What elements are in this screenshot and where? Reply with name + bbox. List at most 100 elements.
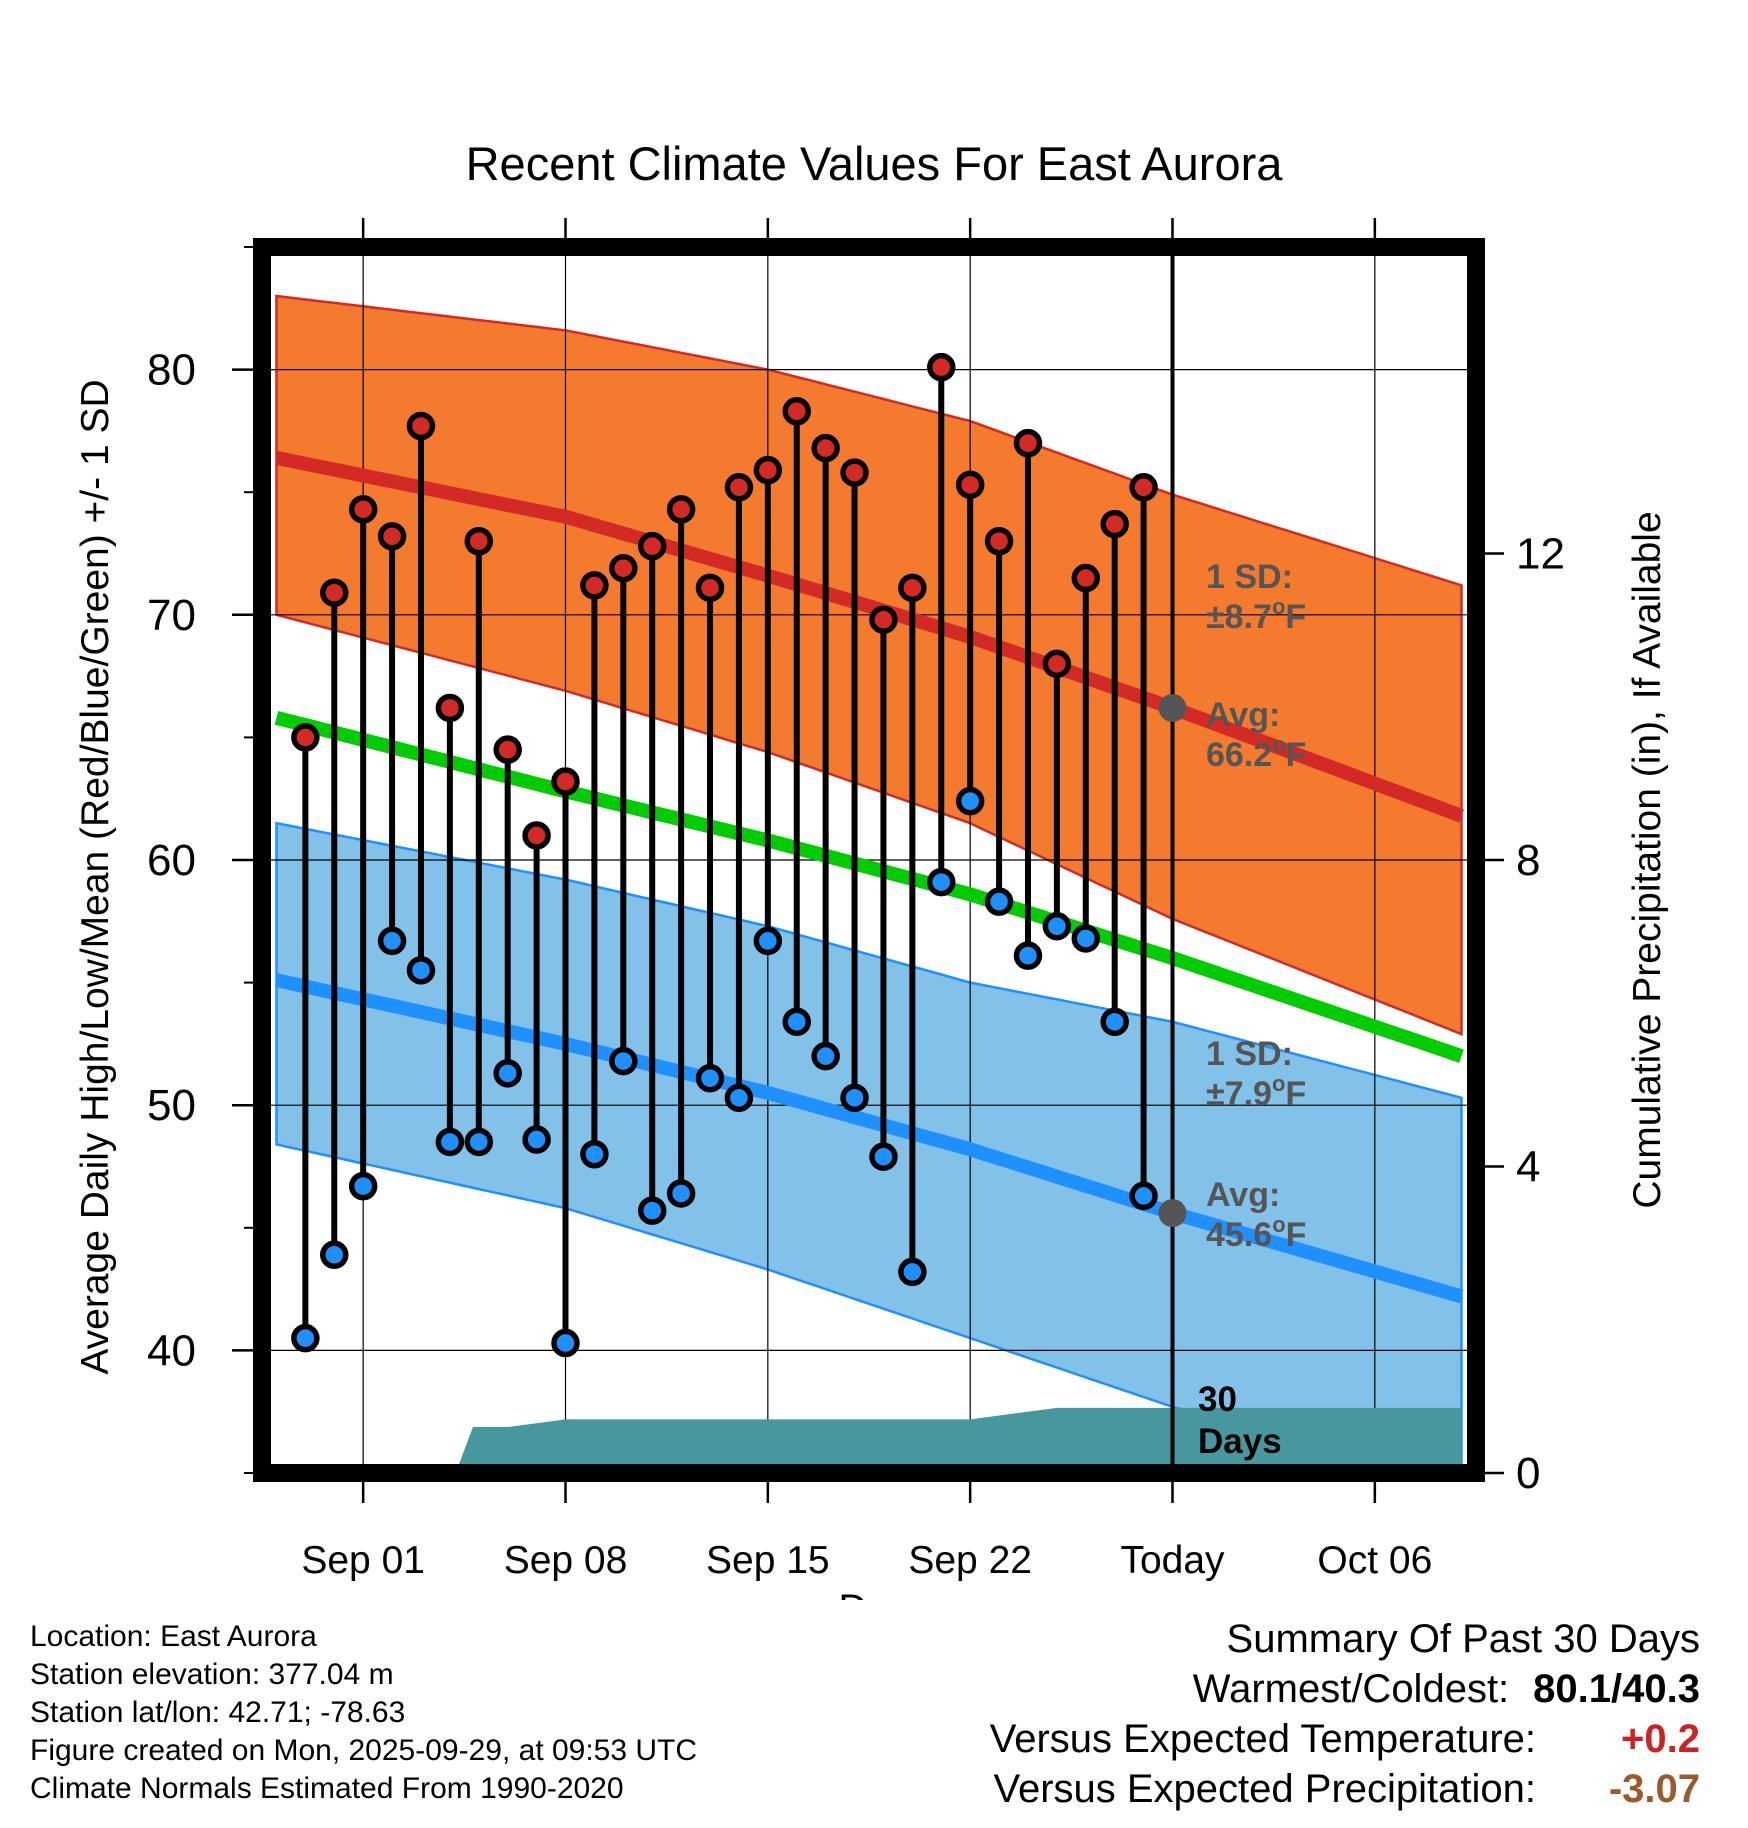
- observed-high-point: [464, 526, 494, 556]
- summary-row-temperature: Versus Expected Temperature: +0.2: [990, 1714, 1700, 1764]
- location-text: Location: East Aurora: [30, 1620, 317, 1653]
- observed-low-point: [435, 1127, 465, 1157]
- observed-low-point: [811, 1041, 840, 1071]
- high-avg-value: 66.2oF: [1206, 732, 1306, 774]
- observed-high-point: [695, 573, 725, 603]
- high-avg-dot: [1158, 693, 1187, 722]
- y-tick-label: 60: [147, 836, 196, 885]
- observed-low-point: [955, 786, 985, 816]
- summary-panel: Summary Of Past 30 Days Warmest/Coldest:…: [990, 1614, 1700, 1814]
- observed-low-point: [782, 1007, 811, 1037]
- y-tick-label: 50: [147, 1081, 196, 1130]
- temp-departure-label: Versus Expected Temperature:: [989, 1717, 1536, 1761]
- observed-high-point: [1100, 509, 1129, 539]
- precip-departure-value: -3.07: [1608, 1767, 1700, 1811]
- observed-low-point: [753, 926, 783, 956]
- observed-low-point: [666, 1179, 696, 1208]
- high-avg-label: Avg:: [1206, 696, 1280, 734]
- warmest-coldest-value: 80.1/40.3: [1533, 1667, 1700, 1711]
- low-avg-label: Avg:: [1206, 1176, 1280, 1214]
- observed-high-point: [637, 531, 667, 561]
- y2-tick-label: 4: [1516, 1143, 1540, 1192]
- x-tick-label: Sep 22: [908, 1539, 1032, 1582]
- observed-high-point: [609, 553, 638, 583]
- observed-low-point: [348, 1171, 378, 1201]
- window-label-number: 30: [1198, 1380, 1237, 1419]
- high-sd-band: [275, 294, 1463, 1036]
- x-tick-label: Oct 06: [1317, 1539, 1432, 1582]
- observed-low-point: [984, 887, 1014, 916]
- high-normal-line: [275, 451, 1464, 823]
- y-axis-label: Average Daily High/Low/Mean (Red/Blue/Gr…: [74, 379, 117, 1374]
- observed-high-point: [493, 735, 522, 764]
- low-avg-value: 45.6oF: [1206, 1212, 1306, 1254]
- observed-low-point: [1100, 1007, 1129, 1037]
- y-tick-label: 40: [147, 1326, 196, 1375]
- observed-high-point: [955, 470, 985, 500]
- summary-title: Summary Of Past 30 Days: [1226, 1617, 1700, 1661]
- latlon-text: Station lat/lon: 42.71; -78.63: [30, 1696, 406, 1729]
- low-normal-line: [274, 973, 1464, 1304]
- observed-high-point: [435, 693, 465, 723]
- x-tick-label: Sep 01: [301, 1539, 425, 1582]
- observed-high-point: [811, 433, 840, 463]
- observed-low-point: [1042, 911, 1072, 941]
- high-sd-value: ±8.7oF: [1206, 594, 1306, 636]
- plot-frame: [253, 238, 1485, 1482]
- low-sd-band: [275, 821, 1463, 1473]
- observed-low-point: [637, 1196, 667, 1225]
- low-sd-label: 1 SD:: [1206, 1035, 1293, 1073]
- x-tick-label: Sep 08: [504, 1539, 628, 1582]
- observed-high-point: [753, 455, 783, 485]
- observed-low-point: [927, 867, 956, 897]
- observed-high-point: [320, 578, 349, 607]
- normals-text: Climate Normals Estimated From 1990-2020: [30, 1772, 624, 1805]
- observed-high-point: [898, 573, 927, 603]
- observed-high-point: [666, 495, 696, 524]
- station-info: Location: East Aurora Station elevation:…: [30, 1618, 697, 1808]
- observed-high-point: [869, 605, 898, 634]
- observed-low-point: [493, 1059, 522, 1088]
- observed-low-point: [291, 1323, 320, 1353]
- observed-low-point: [898, 1257, 927, 1287]
- x-axis-label: Day: [838, 1587, 909, 1600]
- observed-high-point: [522, 821, 551, 850]
- created-text: Figure created on Mon, 2025-09-29, at 09…: [30, 1734, 698, 1767]
- observed-low-point: [406, 956, 436, 985]
- observed-low-point: [464, 1127, 494, 1157]
- observed-low-point: [320, 1240, 349, 1270]
- observed-low-point: [1013, 941, 1043, 970]
- observed-high-point: [1013, 428, 1043, 458]
- climate-chart: Recent Climate Values For East Aurora 1 …: [74, 137, 1669, 1600]
- x-tick-label: Sep 15: [706, 1539, 830, 1582]
- observed-low-point: [1071, 924, 1101, 953]
- observed-high-point: [348, 495, 378, 524]
- warmest-coldest-label: Warmest/Coldest:: [1192, 1667, 1510, 1711]
- mean-normal-line: [274, 711, 1464, 1063]
- low-sd-value: ±7.9oF: [1206, 1071, 1306, 1113]
- precip-departure-label: Versus Expected Precipitation:: [993, 1767, 1536, 1811]
- observed-low-point: [724, 1083, 754, 1113]
- observed-low-point: [869, 1142, 898, 1171]
- chart-title: Recent Climate Values For East Aurora: [466, 137, 1284, 190]
- y2-tick-label: 8: [1516, 836, 1540, 885]
- observed-low-point: [522, 1125, 551, 1154]
- elevation-text: Station elevation: 377.04 m: [30, 1658, 394, 1691]
- observed-low-point: [840, 1083, 869, 1113]
- observed-low-point: [695, 1063, 725, 1093]
- observed-low-point: [377, 926, 407, 956]
- x-tick-label: Today: [1120, 1539, 1225, 1582]
- summary-row-warmest-coldest: Warmest/Coldest: 80.1/40.3: [990, 1664, 1700, 1714]
- observed-high-point: [580, 571, 609, 600]
- observed-high-point: [406, 411, 436, 441]
- observed-high-point: [377, 522, 407, 551]
- observed-high-point: [1042, 649, 1072, 679]
- observed-low-point: [551, 1328, 580, 1358]
- observed-high-point: [1129, 473, 1158, 502]
- y-tick-label: 80: [147, 346, 196, 395]
- y-tick-label: 70: [147, 591, 196, 640]
- observed-high-point: [551, 767, 580, 796]
- observed-high-point: [782, 397, 811, 426]
- y2-tick-label: 12: [1516, 530, 1565, 579]
